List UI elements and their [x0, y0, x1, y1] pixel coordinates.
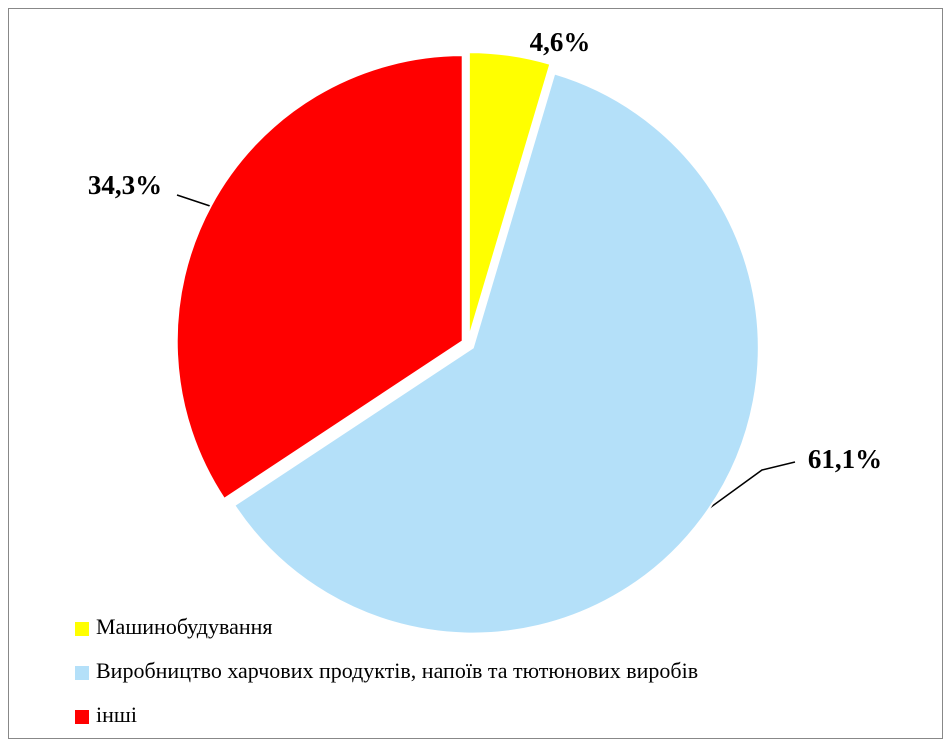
legend-label: Виробництво харчових продуктів, напоїв т…	[96, 658, 698, 683]
pie-slice	[467, 51, 552, 339]
pie-slice	[175, 54, 464, 501]
data-label: 34,3%	[88, 170, 162, 200]
legend-swatch	[75, 666, 89, 680]
legend-swatch	[75, 622, 89, 636]
legend-label: Машинобудування	[96, 614, 273, 639]
leader-line	[699, 461, 796, 516]
pie	[175, 51, 760, 635]
data-label: 4,6%	[530, 27, 591, 57]
pie-slice	[232, 72, 760, 635]
legend-label: інші	[96, 702, 137, 727]
legend-swatch	[75, 710, 89, 724]
data-label: 61,1%	[808, 444, 882, 474]
